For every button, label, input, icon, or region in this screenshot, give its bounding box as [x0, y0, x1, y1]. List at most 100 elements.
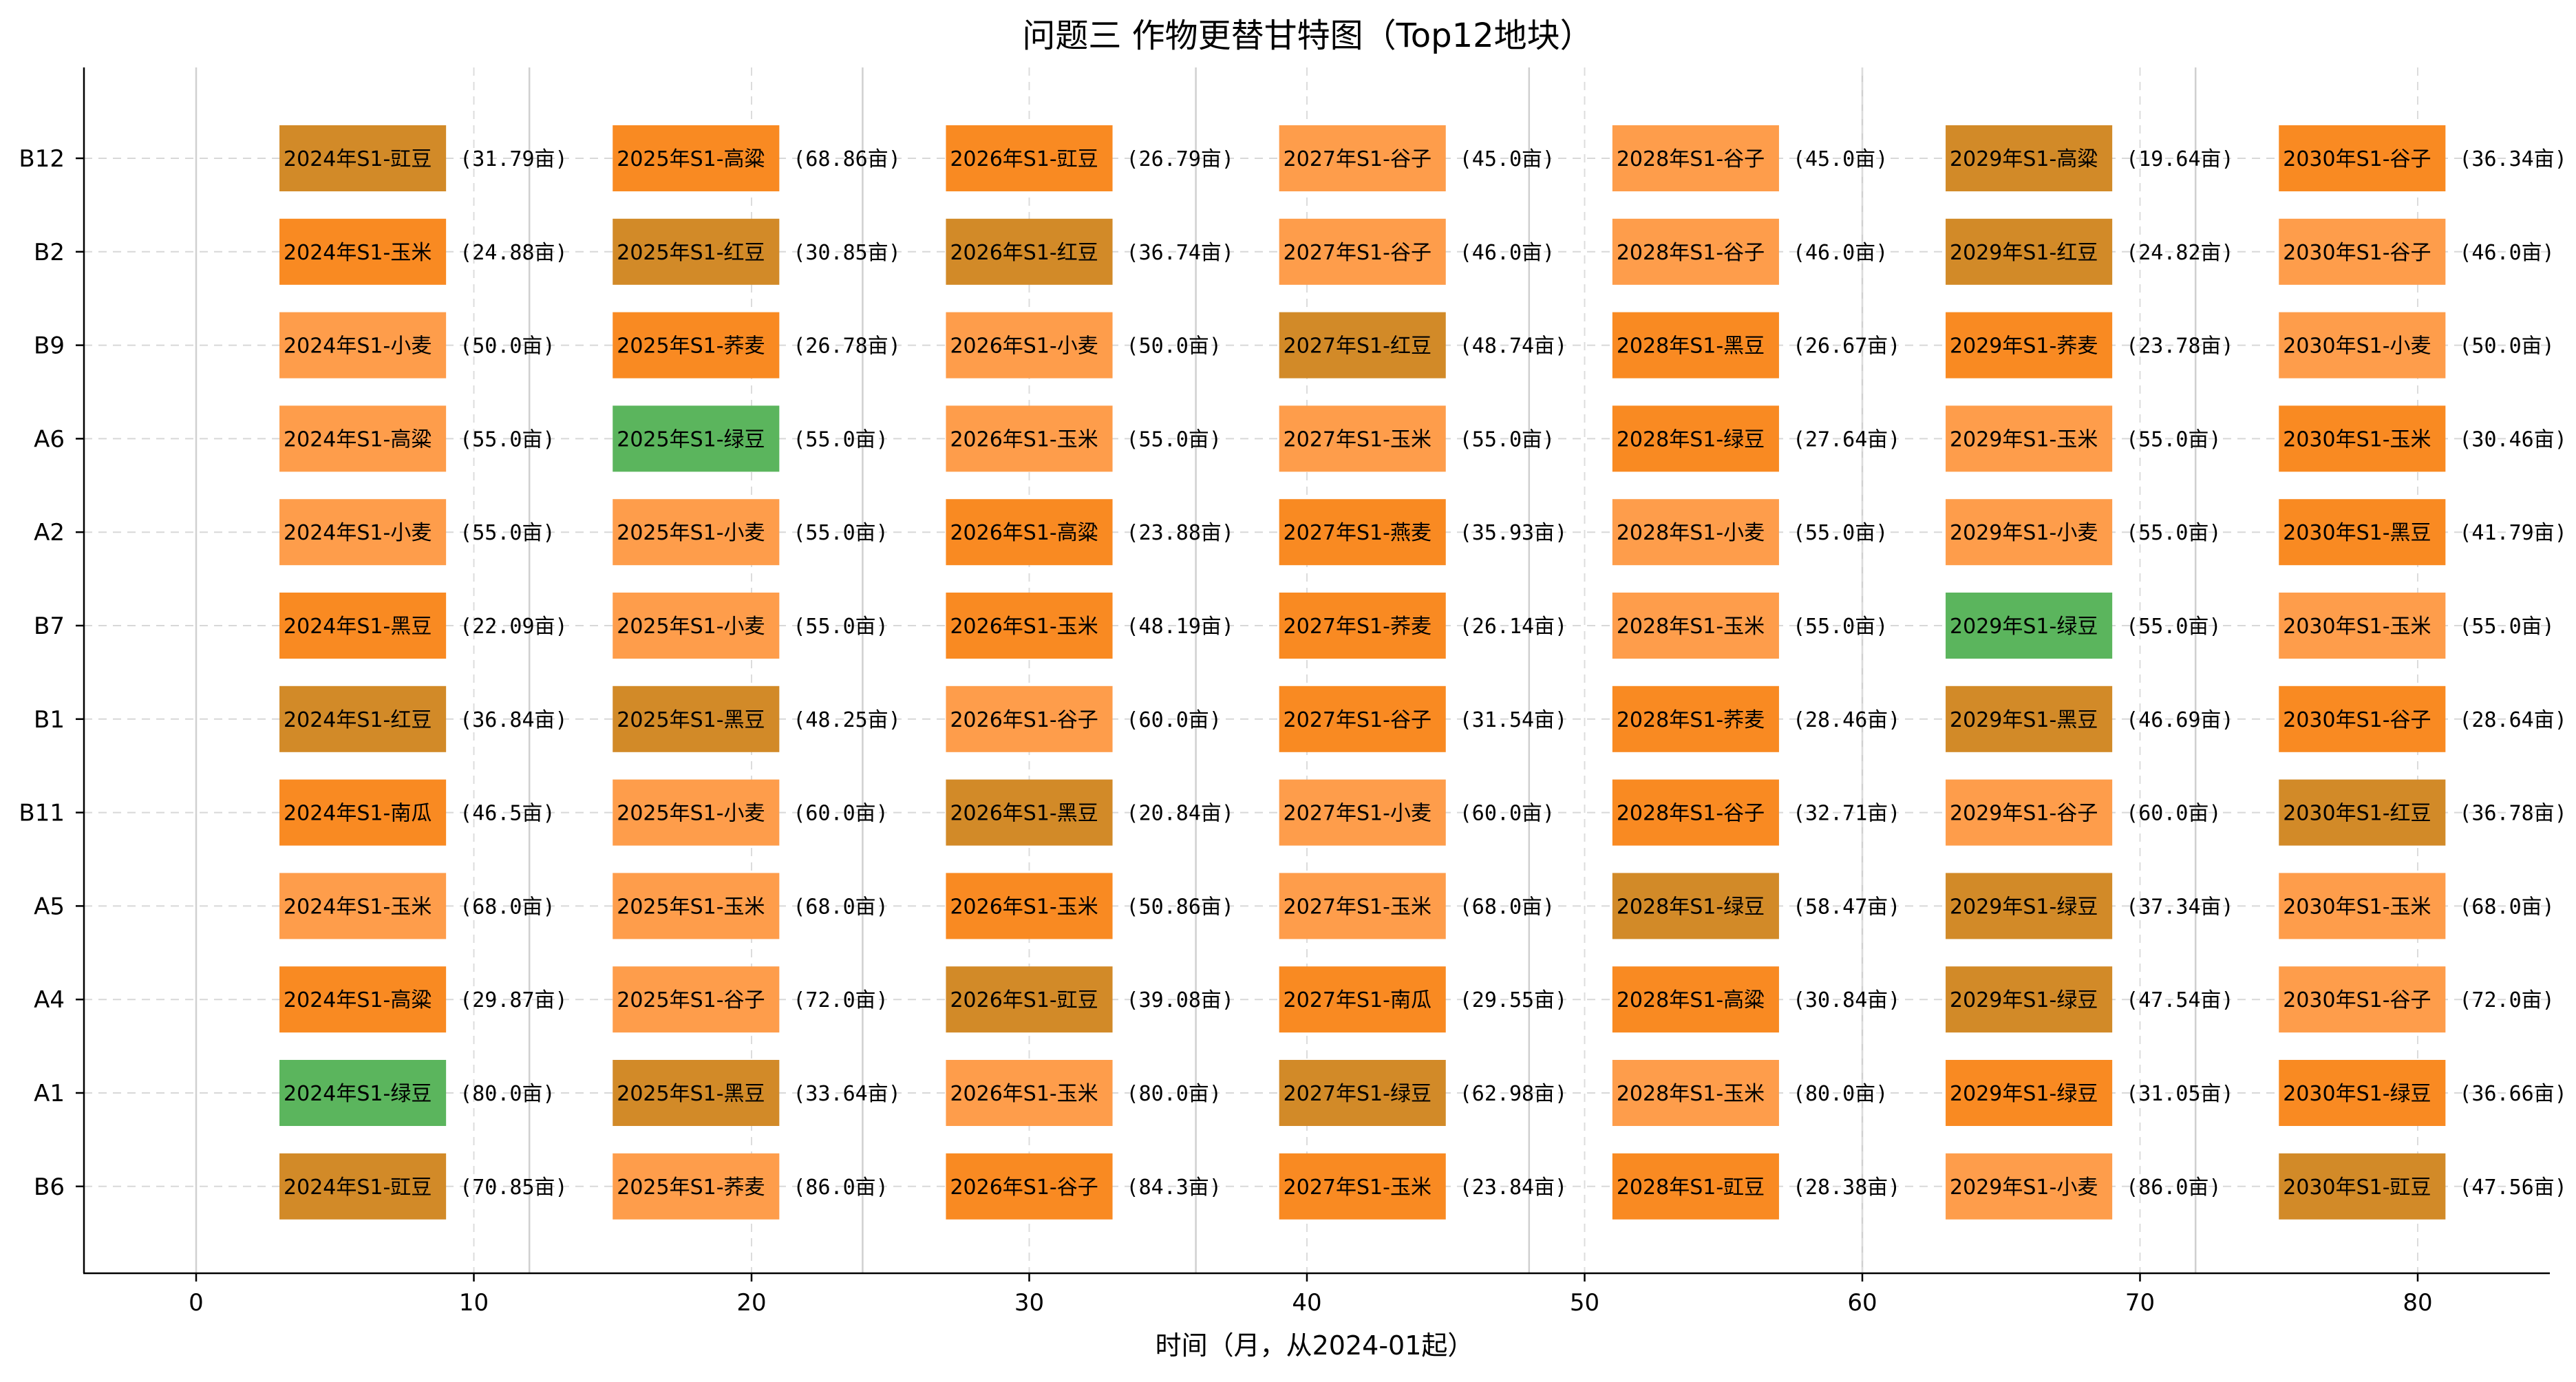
crop-area-label: (68.0亩) [460, 895, 555, 919]
crop-area-label: (86.0亩) [793, 1176, 888, 1200]
crop-bar-label: 2027年S1-谷子 [1284, 241, 1431, 265]
crop-area-label: (80.0亩) [1793, 1082, 1888, 1106]
crop-bar-label: 2027年S1-红豆 [1284, 334, 1431, 359]
crop-bar-label: 2028年S1-荞麦 [1617, 708, 1765, 732]
crop-bar [613, 405, 780, 472]
crop-bar [946, 218, 1113, 285]
crop-bar-label: 2028年S1-小麦 [1617, 521, 1765, 545]
crop-bar-label: 2025年S1-黑豆 [617, 1082, 765, 1106]
crop-bar-label: 2026年S1-小麦 [950, 334, 1098, 359]
crop-bar-label: 2030年S1-谷子 [2283, 147, 2431, 171]
crop-bar [2279, 779, 2446, 846]
crop-bar [1612, 685, 1779, 752]
crop-bar-label: 2027年S1-绿豆 [1284, 1082, 1431, 1106]
crop-area-label: (46.5亩) [460, 802, 555, 826]
y-tick-label: A1 [34, 1080, 65, 1107]
crop-bar-label: 2030年S1-红豆 [2283, 802, 2431, 826]
crop-bar [613, 873, 780, 939]
crop-bar [946, 312, 1113, 379]
crop-bar-label: 2029年S1-绿豆 [1950, 615, 2098, 639]
crop-bar [946, 685, 1113, 752]
crop-bar-label: 2025年S1-小麦 [617, 615, 765, 639]
crop-bar-label: 2030年S1-玉米 [2283, 427, 2431, 451]
crop-bar-label: 2029年S1-黑豆 [1950, 708, 2098, 732]
crop-bar-label: 2024年S1-小麦 [284, 521, 432, 545]
crop-bar [1279, 873, 1446, 939]
crop-bar-label: 2027年S1-谷子 [1284, 147, 1431, 171]
crop-area-label: (23.88亩) [1127, 521, 1234, 545]
x-tick-label: 0 [189, 1289, 204, 1317]
crop-area-label: (68.0亩) [1460, 895, 1555, 919]
crop-area-label: (55.0亩) [1793, 521, 1888, 545]
crop-bar [613, 312, 780, 379]
x-tick-label: 40 [1292, 1289, 1321, 1317]
y-tick-label: B9 [34, 332, 65, 360]
crop-bar [1279, 499, 1446, 566]
crop-bar [1612, 966, 1779, 1033]
crop-bar-label: 2030年S1-玉米 [2283, 615, 2431, 639]
crop-bar [2279, 966, 2446, 1033]
crop-area-label: (55.0亩) [1460, 427, 1555, 451]
crop-area-label: (72.0亩) [2459, 988, 2554, 1012]
crop-bar [613, 966, 780, 1033]
crop-area-label: (26.78亩) [793, 334, 900, 359]
crop-bar-label: 2026年S1-豇豆 [950, 988, 1098, 1012]
y-tick-label: B7 [34, 613, 65, 640]
crop-area-label: (55.0亩) [460, 521, 555, 545]
crop-bar-label: 2027年S1-玉米 [1284, 427, 1431, 451]
crop-bar [2279, 593, 2446, 659]
crop-bar-label: 2024年S1-玉米 [284, 241, 432, 265]
crop-bar-label: 2027年S1-玉米 [1284, 1176, 1431, 1200]
crop-area-label: (36.78亩) [2459, 802, 2566, 826]
crop-bar [1612, 125, 1779, 191]
crop-bar [279, 312, 447, 379]
crop-bar [1279, 1060, 1446, 1126]
crop-bar [1279, 779, 1446, 846]
crop-bar-label: 2025年S1-红豆 [617, 241, 765, 265]
chart-title: 问题三 作物更替甘特图（Top12地块） [1022, 17, 1593, 55]
crop-bar-label: 2024年S1-绿豆 [284, 1082, 432, 1106]
crop-area-label: (48.74亩) [1460, 334, 1567, 359]
crop-area-label: (72.0亩) [793, 988, 888, 1012]
crop-bar [1946, 312, 2113, 379]
crop-area-label: (41.79亩) [2459, 521, 2566, 545]
crop-area-label: (31.54亩) [1460, 708, 1567, 732]
crop-bar [1612, 499, 1779, 566]
crop-bar [1279, 405, 1446, 472]
crop-bar-label: 2028年S1-黑豆 [1617, 334, 1765, 359]
crop-bar-label: 2028年S1-绿豆 [1617, 427, 1765, 451]
crop-area-label: (55.0亩) [2126, 521, 2221, 545]
crop-bar [1946, 1153, 2113, 1220]
crop-area-label: (48.25亩) [793, 708, 900, 732]
crop-bar [1946, 966, 2113, 1033]
crop-bar-label: 2029年S1-绿豆 [1950, 895, 2098, 919]
crop-bar-label: 2026年S1-玉米 [950, 1082, 1098, 1106]
x-tick-label: 20 [736, 1289, 766, 1317]
crop-area-label: (20.84亩) [1127, 802, 1234, 826]
crop-area-label: (62.98亩) [1460, 1082, 1567, 1106]
crop-bar-label: 2025年S1-玉米 [617, 895, 765, 919]
crop-area-label: (60.0亩) [1460, 802, 1555, 826]
axes-layer [83, 67, 2550, 1275]
y-tick-label: B12 [19, 145, 65, 173]
x-axis-label: 时间（月，从2024-01起） [1156, 1330, 1474, 1361]
crop-bar-label: 2025年S1-谷子 [617, 988, 765, 1012]
crop-area-label: (31.05亩) [2126, 1082, 2233, 1106]
crop-bar-label: 2028年S1-玉米 [1617, 1082, 1765, 1106]
y-tick-label: A5 [34, 893, 65, 920]
crop-bar-label: 2026年S1-玉米 [950, 427, 1098, 451]
crop-area-label: (36.84亩) [460, 708, 567, 732]
crop-bar-label: 2026年S1-玉米 [950, 895, 1098, 919]
crop-bar-label: 2030年S1-谷子 [2283, 988, 2431, 1012]
crop-bar [946, 405, 1113, 472]
x-tick-label: 10 [459, 1289, 489, 1317]
y-tick-label: B11 [19, 800, 65, 827]
crop-area-label: (30.85亩) [793, 241, 900, 265]
y-tick-label: B2 [34, 239, 65, 266]
crop-bar [1279, 593, 1446, 659]
crop-bar-label: 2025年S1-小麦 [617, 521, 765, 545]
crop-area-label: (29.55亩) [1460, 988, 1567, 1012]
crop-bar [1946, 405, 2113, 472]
crop-bar-label: 2026年S1-黑豆 [950, 802, 1098, 826]
crop-bar [1279, 312, 1446, 379]
